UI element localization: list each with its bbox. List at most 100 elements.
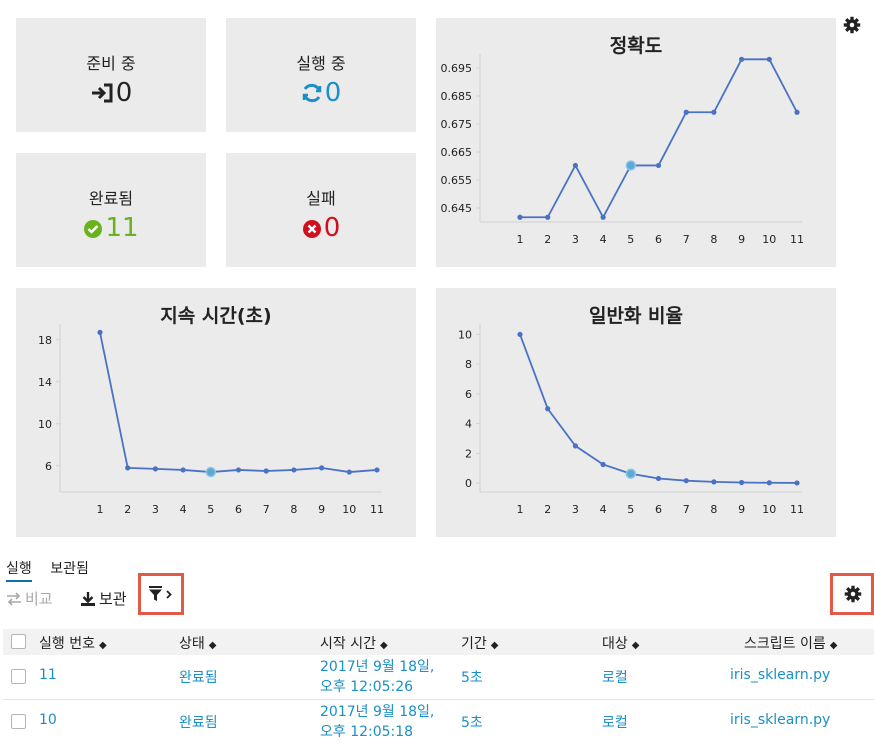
sort-icon: ◆ xyxy=(208,640,217,651)
status-text: 완료됨 xyxy=(179,715,218,731)
column-header-start-time[interactable]: 시작 시간 ◆ xyxy=(320,636,388,652)
target-text: 로컬 xyxy=(602,715,628,731)
row-checkbox[interactable] xyxy=(11,714,26,729)
y-tick-label: 4 xyxy=(465,418,472,431)
x-tick-label: 8 xyxy=(710,233,717,246)
sign-in-icon xyxy=(91,83,113,103)
x-tick-label: 11 xyxy=(790,233,804,246)
data-point xyxy=(739,479,745,486)
data-point xyxy=(97,329,103,335)
x-tick-label: 9 xyxy=(738,233,745,246)
runs-table: 실행 번호 ◆ 상태 ◆ 시작 시간 ◆ 기간 ◆ 대상 ◆ 스크립트 이름 ◆ 11 완료… xyxy=(3,629,874,745)
data-point xyxy=(711,479,717,485)
table-row[interactable]: 11 완료됨 2017년 9월 18일, 오후 12:05:26 5초 로컬 ir… xyxy=(3,655,874,700)
x-tick-label: 6 xyxy=(655,503,662,516)
select-all-checkbox[interactable] xyxy=(11,634,26,649)
x-tick-label: 7 xyxy=(263,503,270,516)
compare-button[interactable]: 비교 xyxy=(6,588,53,609)
data-point xyxy=(152,466,158,472)
stat-tile-failed[interactable]: 실패 0 xyxy=(226,153,416,267)
data-point xyxy=(711,109,717,115)
y-tick-label: 14 xyxy=(38,376,52,389)
y-tick-label: 0 xyxy=(465,477,472,490)
archive-label: 보관 xyxy=(99,590,127,608)
data-point xyxy=(572,162,578,169)
data-point xyxy=(655,475,662,482)
stat-value: 0 xyxy=(226,213,416,243)
compare-label: 비교 xyxy=(25,590,53,608)
x-tick-label: 5 xyxy=(207,503,214,516)
stat-value: 11 xyxy=(16,213,206,243)
column-header-script-name[interactable]: 스크립트 이름 ◆ xyxy=(744,636,838,652)
stat-tile-preparing[interactable]: 준비 중 0 xyxy=(16,18,206,132)
column-header-status[interactable]: 상태 ◆ xyxy=(179,636,217,652)
data-point xyxy=(794,480,800,486)
data-point xyxy=(235,467,242,473)
data-point xyxy=(766,56,772,62)
data-point xyxy=(545,214,551,220)
series-line xyxy=(520,58,798,220)
stat-value: 0 xyxy=(16,78,206,108)
data-point xyxy=(517,214,523,220)
data-point xyxy=(291,467,297,473)
x-tick-label: 4 xyxy=(180,503,187,516)
column-header-duration[interactable]: 기간 ◆ xyxy=(461,636,499,652)
filter-button[interactable] xyxy=(138,573,184,615)
stat-label: 완료됨 xyxy=(88,189,134,208)
download-icon xyxy=(81,591,95,606)
x-tick-label: 9 xyxy=(738,503,745,516)
sort-icon: ◆ xyxy=(379,640,388,651)
data-point xyxy=(205,466,217,478)
stat-label: 실행 중 xyxy=(296,54,346,73)
x-tick-label: 3 xyxy=(572,233,579,246)
stat-value: 0 xyxy=(226,78,416,108)
y-tick-label: 0.685 xyxy=(441,90,473,103)
series-line xyxy=(99,332,378,473)
x-tick-label: 4 xyxy=(600,503,607,516)
stat-count: 11 xyxy=(105,213,139,243)
stat-count: 0 xyxy=(323,213,341,243)
stat-tile-completed[interactable]: 완료됨 11 xyxy=(16,153,206,267)
script-name-link[interactable]: iris_sklearn.py xyxy=(730,667,831,683)
data-point xyxy=(319,465,325,471)
row-checkbox[interactable] xyxy=(11,669,26,684)
x-tick-label: 10 xyxy=(762,503,776,516)
data-point xyxy=(180,467,186,473)
stat-label: 준비 중 xyxy=(86,54,136,73)
target-text: 로컬 xyxy=(602,670,628,686)
chart-regularization: 일반화 비율 0 2 4 6 8 10 1 2 3 4 5 6 7 8 9 10 11 xyxy=(436,288,836,537)
x-tick-label: 6 xyxy=(235,503,242,516)
data-point xyxy=(683,478,689,484)
accuracy-line-chart: 0.645 0.655 0.665 0.675 0.685 0.695 1 2 3 4 5 6 7 8 9 1… xyxy=(441,54,804,246)
column-header-run-number[interactable]: 실행 번호 ◆ xyxy=(39,636,107,652)
dashboard-settings-gear-icon[interactable] xyxy=(843,16,861,38)
duration-text: 5초 xyxy=(461,715,483,731)
x-tick-label: 5 xyxy=(627,233,634,246)
chart-accuracy: 정확도 0.645 0.655 0.665 0.675 0.685 0.695 1 2 3 4 5 6… xyxy=(436,18,836,267)
data-point xyxy=(263,468,269,474)
chart-title: 지속 시간(초) xyxy=(160,305,272,327)
exchange-icon xyxy=(7,591,21,606)
x-tick-label: 2 xyxy=(544,233,551,246)
stat-count: 0 xyxy=(324,78,342,108)
tab-archived[interactable]: 보관됨 xyxy=(50,561,89,577)
stat-tile-running[interactable]: 실행 중 0 xyxy=(226,18,416,132)
start-time: 2017년 9월 18일, 오후 12:05:18 xyxy=(320,704,435,740)
data-point xyxy=(125,465,131,471)
x-tick-label: 1 xyxy=(517,233,524,246)
refresh-icon xyxy=(302,83,321,103)
table-settings-button[interactable] xyxy=(830,573,874,615)
table-header: 실행 번호 ◆ 상태 ◆ 시작 시간 ◆ 기간 ◆ 대상 ◆ 스크립트 이름 ◆ xyxy=(3,629,874,655)
x-tick-label: 2 xyxy=(544,503,551,516)
column-header-target[interactable]: 대상 ◆ xyxy=(602,636,640,652)
y-tick-label: 6 xyxy=(465,388,472,401)
sort-icon: ◆ xyxy=(631,640,640,651)
run-number-link[interactable]: 10 xyxy=(39,712,57,728)
x-tick-label: 11 xyxy=(370,503,384,516)
archive-button[interactable]: 보관 xyxy=(80,588,127,609)
tab-runs[interactable]: 실행 xyxy=(6,558,32,582)
table-row[interactable]: 10 완료됨 2017년 9월 18일, 오후 12:05:18 5초 로컬 ir… xyxy=(3,700,874,745)
script-name-link[interactable]: iris_sklearn.py xyxy=(730,712,831,728)
run-number-link[interactable]: 11 xyxy=(39,667,57,683)
